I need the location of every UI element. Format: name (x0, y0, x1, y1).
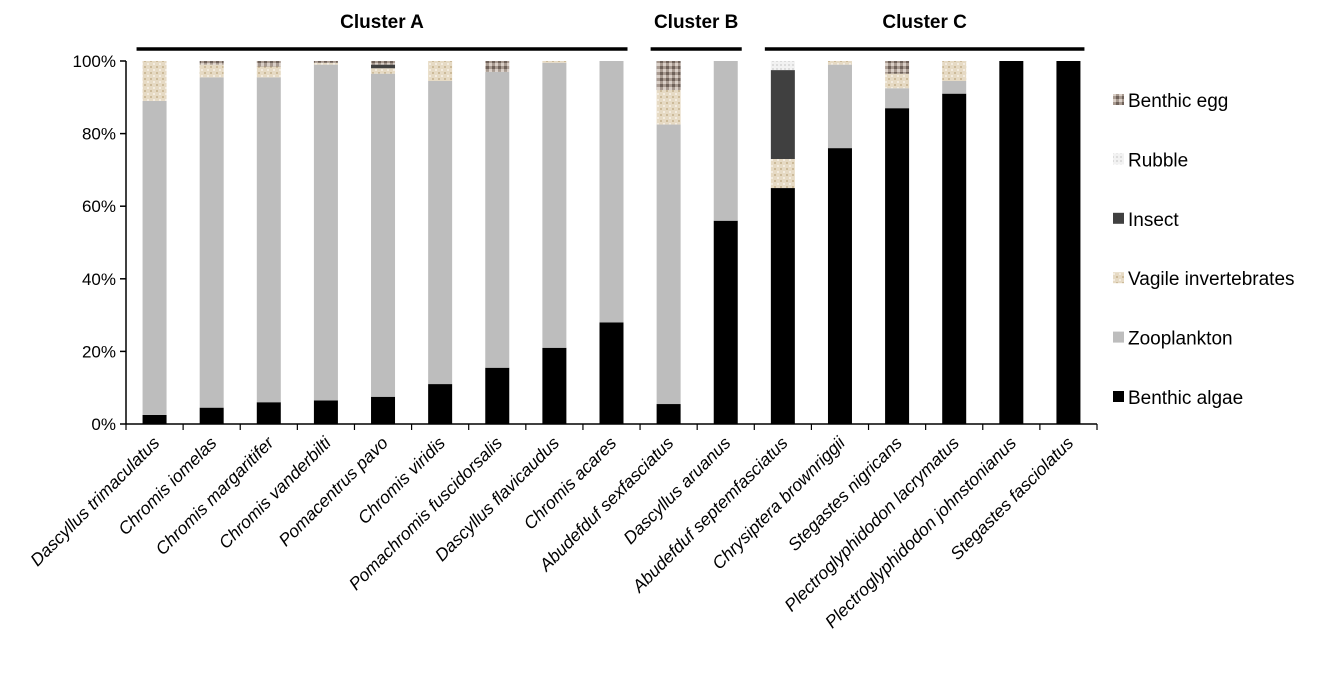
y-tick-label: 0% (91, 415, 116, 434)
bar-segment-benthic-algae-stegastes-fasciolatus (1056, 61, 1081, 424)
bar-segment-benthic-algae-chromis-acares (599, 322, 624, 424)
bar-segment-vagile-invertebrates-plectroglyphidodon-lacrymatus (942, 61, 967, 81)
category-label-dascyllus-aruanus: Dascyllus aruanus (619, 433, 734, 548)
category-label-pomacentrus-pavo: Pomacentrus pavo (275, 433, 393, 551)
bar-segment-benthic-algae-pomachromis-fuscidorsalis (485, 367, 510, 424)
legend-swatch-rubble (1113, 153, 1124, 165)
bar-segment-benthic-algae-plectroglyphidodon-johnstonianus (999, 61, 1024, 424)
bar-segment-vagile-invertebrates-stegastes-nigricans (885, 73, 910, 89)
legend-swatch-zooplankton (1113, 331, 1124, 343)
legend-label-benthic-algae: Benthic algae (1128, 388, 1243, 409)
legend-swatch-benthic-algae (1113, 391, 1124, 402)
bar-segment-benthic-egg-chromis-iomelas (199, 61, 224, 65)
bar-segment-insect-abudefduf-septemfasciatus (770, 70, 795, 160)
bar-segment-vagile-invertebrates-abudefduf-sexfasciatus (656, 90, 681, 125)
bar-segment-benthic-algae-pomacentrus-pavo (371, 396, 396, 424)
legend-label-zooplankton: Zooplankton (1128, 329, 1233, 350)
bar-segment-benthic-algae-chromis-vanderbilti (313, 400, 338, 424)
bar-segment-vagile-invertebrates-dascyllus-trimaculatus (142, 61, 167, 101)
legend-label-insect: Insect (1128, 210, 1179, 231)
axes: 0% 20% 40% 60% 80% 100% (73, 52, 1098, 434)
bar-segment-benthic-algae-chrysiptera-brownriggii (827, 148, 852, 424)
y-tick-label: 80% (82, 125, 116, 144)
legend-swatch-benthic-egg (1113, 94, 1124, 105)
bar-segment-vagile-invertebrates-chromis-vanderbilti (313, 62, 338, 65)
bar-segment-zooplankton-chrysiptera-brownriggii (827, 64, 852, 149)
bar-segment-zooplankton-stegastes-nigricans (885, 88, 910, 109)
bar-segment-benthic-algae-chromis-iomelas (199, 407, 224, 424)
cluster-label-cluster-b: Cluster B (654, 12, 738, 33)
bar-segment-benthic-egg-pomacentrus-pavo (371, 61, 396, 65)
bar-segment-zooplankton-chromis-iomelas (199, 77, 224, 408)
bar-segment-zooplankton-dascyllus-trimaculatus (142, 100, 167, 415)
y-tick-label: 40% (82, 270, 116, 289)
bar-segment-benthic-algae-stegastes-nigricans (885, 108, 910, 424)
legend-label-rubble: Rubble (1128, 150, 1188, 171)
bar-segment-benthic-algae-dascyllus-trimaculatus (142, 414, 167, 424)
legend: Benthic egg Rubble Insect Vagile invertebra… (1113, 91, 1295, 409)
bar-segment-zooplankton-chromis-acares (599, 61, 624, 323)
bar-segment-zooplankton-dascyllus-flavicaudus (542, 62, 567, 348)
y-tick-label: 20% (82, 342, 116, 361)
bar-segment-zooplankton-chromis-margaritifer (256, 77, 281, 403)
y-tick-label: 60% (82, 197, 116, 216)
bar-segment-vagile-invertebrates-abudefduf-septemfasciatus (770, 159, 795, 189)
bar-segment-vagile-invertebrates-pomacentrus-pavo (371, 68, 396, 74)
bar-segment-benthic-egg-chromis-vanderbilti (313, 61, 338, 63)
bar-segment-zooplankton-chromis-vanderbilti (313, 64, 338, 401)
bar-segment-zooplankton-pomachromis-fuscidorsalis (485, 71, 510, 368)
bar-segment-benthic-egg-pomachromis-fuscidorsalis (485, 61, 510, 72)
bar-segment-benthic-algae-dascyllus-flavicaudus (542, 347, 567, 424)
bar-segment-benthic-algae-plectroglyphidodon-lacrymatus (942, 93, 967, 425)
cluster-label-cluster-a: Cluster A (340, 12, 424, 33)
bars (142, 61, 1081, 425)
bar-segment-rubble-abudefduf-septemfasciatus (770, 61, 795, 71)
bar-segment-insect-pomacentrus-pavo (371, 64, 396, 69)
legend-swatch-insect (1113, 212, 1124, 224)
bar-segment-benthic-algae-abudefduf-septemfasciatus (770, 188, 795, 424)
bar-segment-vagile-invertebrates-chromis-margaritifer (256, 66, 281, 78)
category-label-chromis-iomelas: Chromis iomelas (114, 433, 220, 539)
bar-segment-benthic-egg-stegastes-nigricans (885, 61, 910, 74)
bar-segment-zooplankton-plectroglyphidodon-lacrymatus (942, 80, 967, 94)
bar-segment-vagile-invertebrates-chromis-iomelas (199, 64, 224, 78)
legend-label-vagile-invertebrates: Vagile invertebrates (1128, 269, 1295, 290)
bar-segment-zooplankton-abudefduf-sexfasciatus (656, 124, 681, 405)
bar-segment-vagile-invertebrates-chrysiptera-brownriggii (827, 61, 852, 65)
bar-segment-vagile-invertebrates-dascyllus-flavicaudus (542, 61, 567, 63)
bar-segment-benthic-egg-abudefduf-sexfasciatus (656, 61, 681, 91)
cluster-label-cluster-c: Cluster C (882, 12, 967, 33)
y-tick-label: 100% (73, 52, 116, 71)
bar-segment-benthic-algae-abudefduf-sexfasciatus (656, 404, 681, 424)
bar-segment-benthic-algae-dascyllus-aruanus (713, 220, 738, 424)
bar-segment-benthic-egg-chromis-margaritifer (256, 61, 281, 67)
bar-segment-vagile-invertebrates-chromis-viridis (428, 61, 453, 81)
legend-swatch-vagile-invertebrates (1113, 272, 1124, 284)
cluster-annotations: Cluster A Cluster B Cluster C (136, 12, 1085, 51)
bar-segment-zooplankton-dascyllus-aruanus (713, 61, 738, 221)
bar-segment-zooplankton-chromis-viridis (428, 80, 453, 385)
bar-segment-benthic-algae-chromis-margaritifer (256, 402, 281, 424)
bar-segment-zooplankton-pomacentrus-pavo (371, 73, 396, 397)
legend-label-benthic-egg: Benthic egg (1128, 91, 1228, 112)
bar-segment-benthic-algae-chromis-viridis (428, 384, 453, 424)
